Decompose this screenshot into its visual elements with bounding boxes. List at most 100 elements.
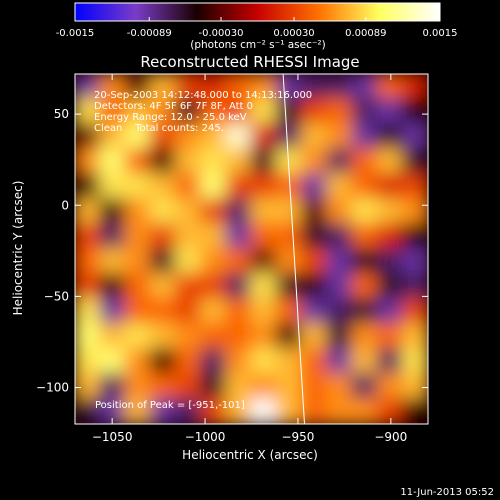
heatmap-cell <box>326 298 354 325</box>
heatmap-cell <box>376 273 404 300</box>
heatmap-cell <box>275 123 303 150</box>
heatmap-cell <box>250 248 278 275</box>
heatmap-cell <box>275 223 303 250</box>
heatmap-cell <box>275 398 303 424</box>
heatmap-cell <box>200 298 228 325</box>
heatmap-cell <box>200 123 228 150</box>
heatmap-cell <box>174 248 203 275</box>
heatmap-cell <box>275 273 303 300</box>
heatmap-cell <box>124 373 152 400</box>
heatmap-cell <box>149 273 177 300</box>
heatmap-cell <box>376 173 404 200</box>
heatmap-cell <box>174 273 203 300</box>
annotation-detectors: Detectors: 4F 5F 6F 7F 8F, Att 0 <box>94 101 253 112</box>
y-tick-label: −100 <box>36 381 69 395</box>
colorbar-tick-label: -0.00089 <box>127 28 172 39</box>
heatmap-cell <box>275 248 303 275</box>
heatmap-cell <box>376 248 404 275</box>
heatmap-cell <box>326 198 354 225</box>
annotation-time-range: 20-Sep-2003 14:12:48.000 to 14:13:16.000 <box>94 90 312 101</box>
heatmap-cell <box>351 148 379 175</box>
heatmap-cell <box>149 248 177 275</box>
heatmap-cell <box>174 148 203 175</box>
heatmap-cell <box>300 173 329 200</box>
chart-title: Reconstructed RHESSI Image <box>140 53 359 71</box>
heatmap-cell <box>99 74 127 100</box>
x-axis-label: Heliocentric X (arcsec) <box>182 448 318 462</box>
heatmap-cell <box>200 373 228 400</box>
heatmap-cell <box>376 298 404 325</box>
heatmap-cell <box>401 173 428 200</box>
heatmap-cell <box>351 373 379 400</box>
colorbar-tick-label: -0.00030 <box>199 28 244 39</box>
heatmap-cell <box>75 74 102 100</box>
heatmap-cell <box>225 223 253 250</box>
heatmap-cell <box>149 373 177 400</box>
heatmap-cell <box>225 248 253 275</box>
heatmap-cell <box>376 123 404 150</box>
x-tick-label: −1050 <box>92 430 133 444</box>
heatmap-cell <box>401 348 428 375</box>
heatmap-cell <box>99 398 127 424</box>
heatmap-cell <box>326 248 354 275</box>
heatmap-cell <box>200 248 228 275</box>
heatmap-cell <box>351 398 379 424</box>
heatmap-cell <box>401 223 428 250</box>
heatmap-cell <box>200 148 228 175</box>
heatmap-cell <box>326 273 354 300</box>
heatmap-cell <box>200 323 228 350</box>
heatmap-cell <box>75 348 102 375</box>
heatmap-cell <box>99 223 127 250</box>
heatmap-cell <box>75 148 102 175</box>
heatmap-cell <box>174 323 203 350</box>
heatmap-cell <box>75 273 102 300</box>
heatmap-cell <box>225 98 253 125</box>
heatmap-cell <box>174 373 203 400</box>
heatmap-cell <box>275 98 303 125</box>
heatmap-cell <box>275 348 303 375</box>
heatmap-cell <box>174 223 203 250</box>
heatmap-cell <box>275 198 303 225</box>
heatmap-cell <box>401 98 428 125</box>
heatmap-cell <box>149 148 177 175</box>
heatmap-cell <box>326 223 354 250</box>
heatmap-cell <box>300 223 329 250</box>
peak-position-label: Position of Peak = [-951,-101] <box>95 400 245 411</box>
heatmap-cell <box>351 198 379 225</box>
heatmap-cell <box>250 273 278 300</box>
heatmap-cell <box>401 398 428 424</box>
heatmap-cell <box>99 173 127 200</box>
heatmap-cell <box>174 198 203 225</box>
heatmap-cell <box>124 123 152 150</box>
heatmap-cell <box>300 373 329 400</box>
heatmap-cell <box>300 298 329 325</box>
heatmap-cell <box>351 348 379 375</box>
heatmap-cell <box>376 373 404 400</box>
heatmap-cell <box>376 398 404 424</box>
heatmap-cell <box>75 248 102 275</box>
heatmap-cell <box>250 123 278 150</box>
heatmap-cell <box>99 148 127 175</box>
heatmap-cell <box>376 148 404 175</box>
heatmap-cell <box>401 298 428 325</box>
heatmap-cell <box>300 348 329 375</box>
heatmap-cell <box>149 173 177 200</box>
heatmap-cell <box>124 298 152 325</box>
heatmap-cell <box>300 273 329 300</box>
heatmap-cell <box>351 223 379 250</box>
heatmap-cell <box>351 98 379 125</box>
heatmap-cell <box>99 98 127 125</box>
heatmap-cell <box>99 198 127 225</box>
heatmap-cell <box>174 348 203 375</box>
heatmap-cell <box>174 398 203 424</box>
heatmap-cell <box>225 198 253 225</box>
heatmap-cell <box>124 223 152 250</box>
annotation-clean-counts: Clean Total counts: 245. <box>94 123 224 134</box>
heatmap-cell <box>99 248 127 275</box>
heatmap-cell <box>225 123 253 150</box>
heatmap-cell <box>250 373 278 400</box>
heatmap-cell <box>124 198 152 225</box>
heatmap-cell <box>124 398 152 424</box>
heatmap-cell <box>149 323 177 350</box>
heatmap-cell <box>200 348 228 375</box>
